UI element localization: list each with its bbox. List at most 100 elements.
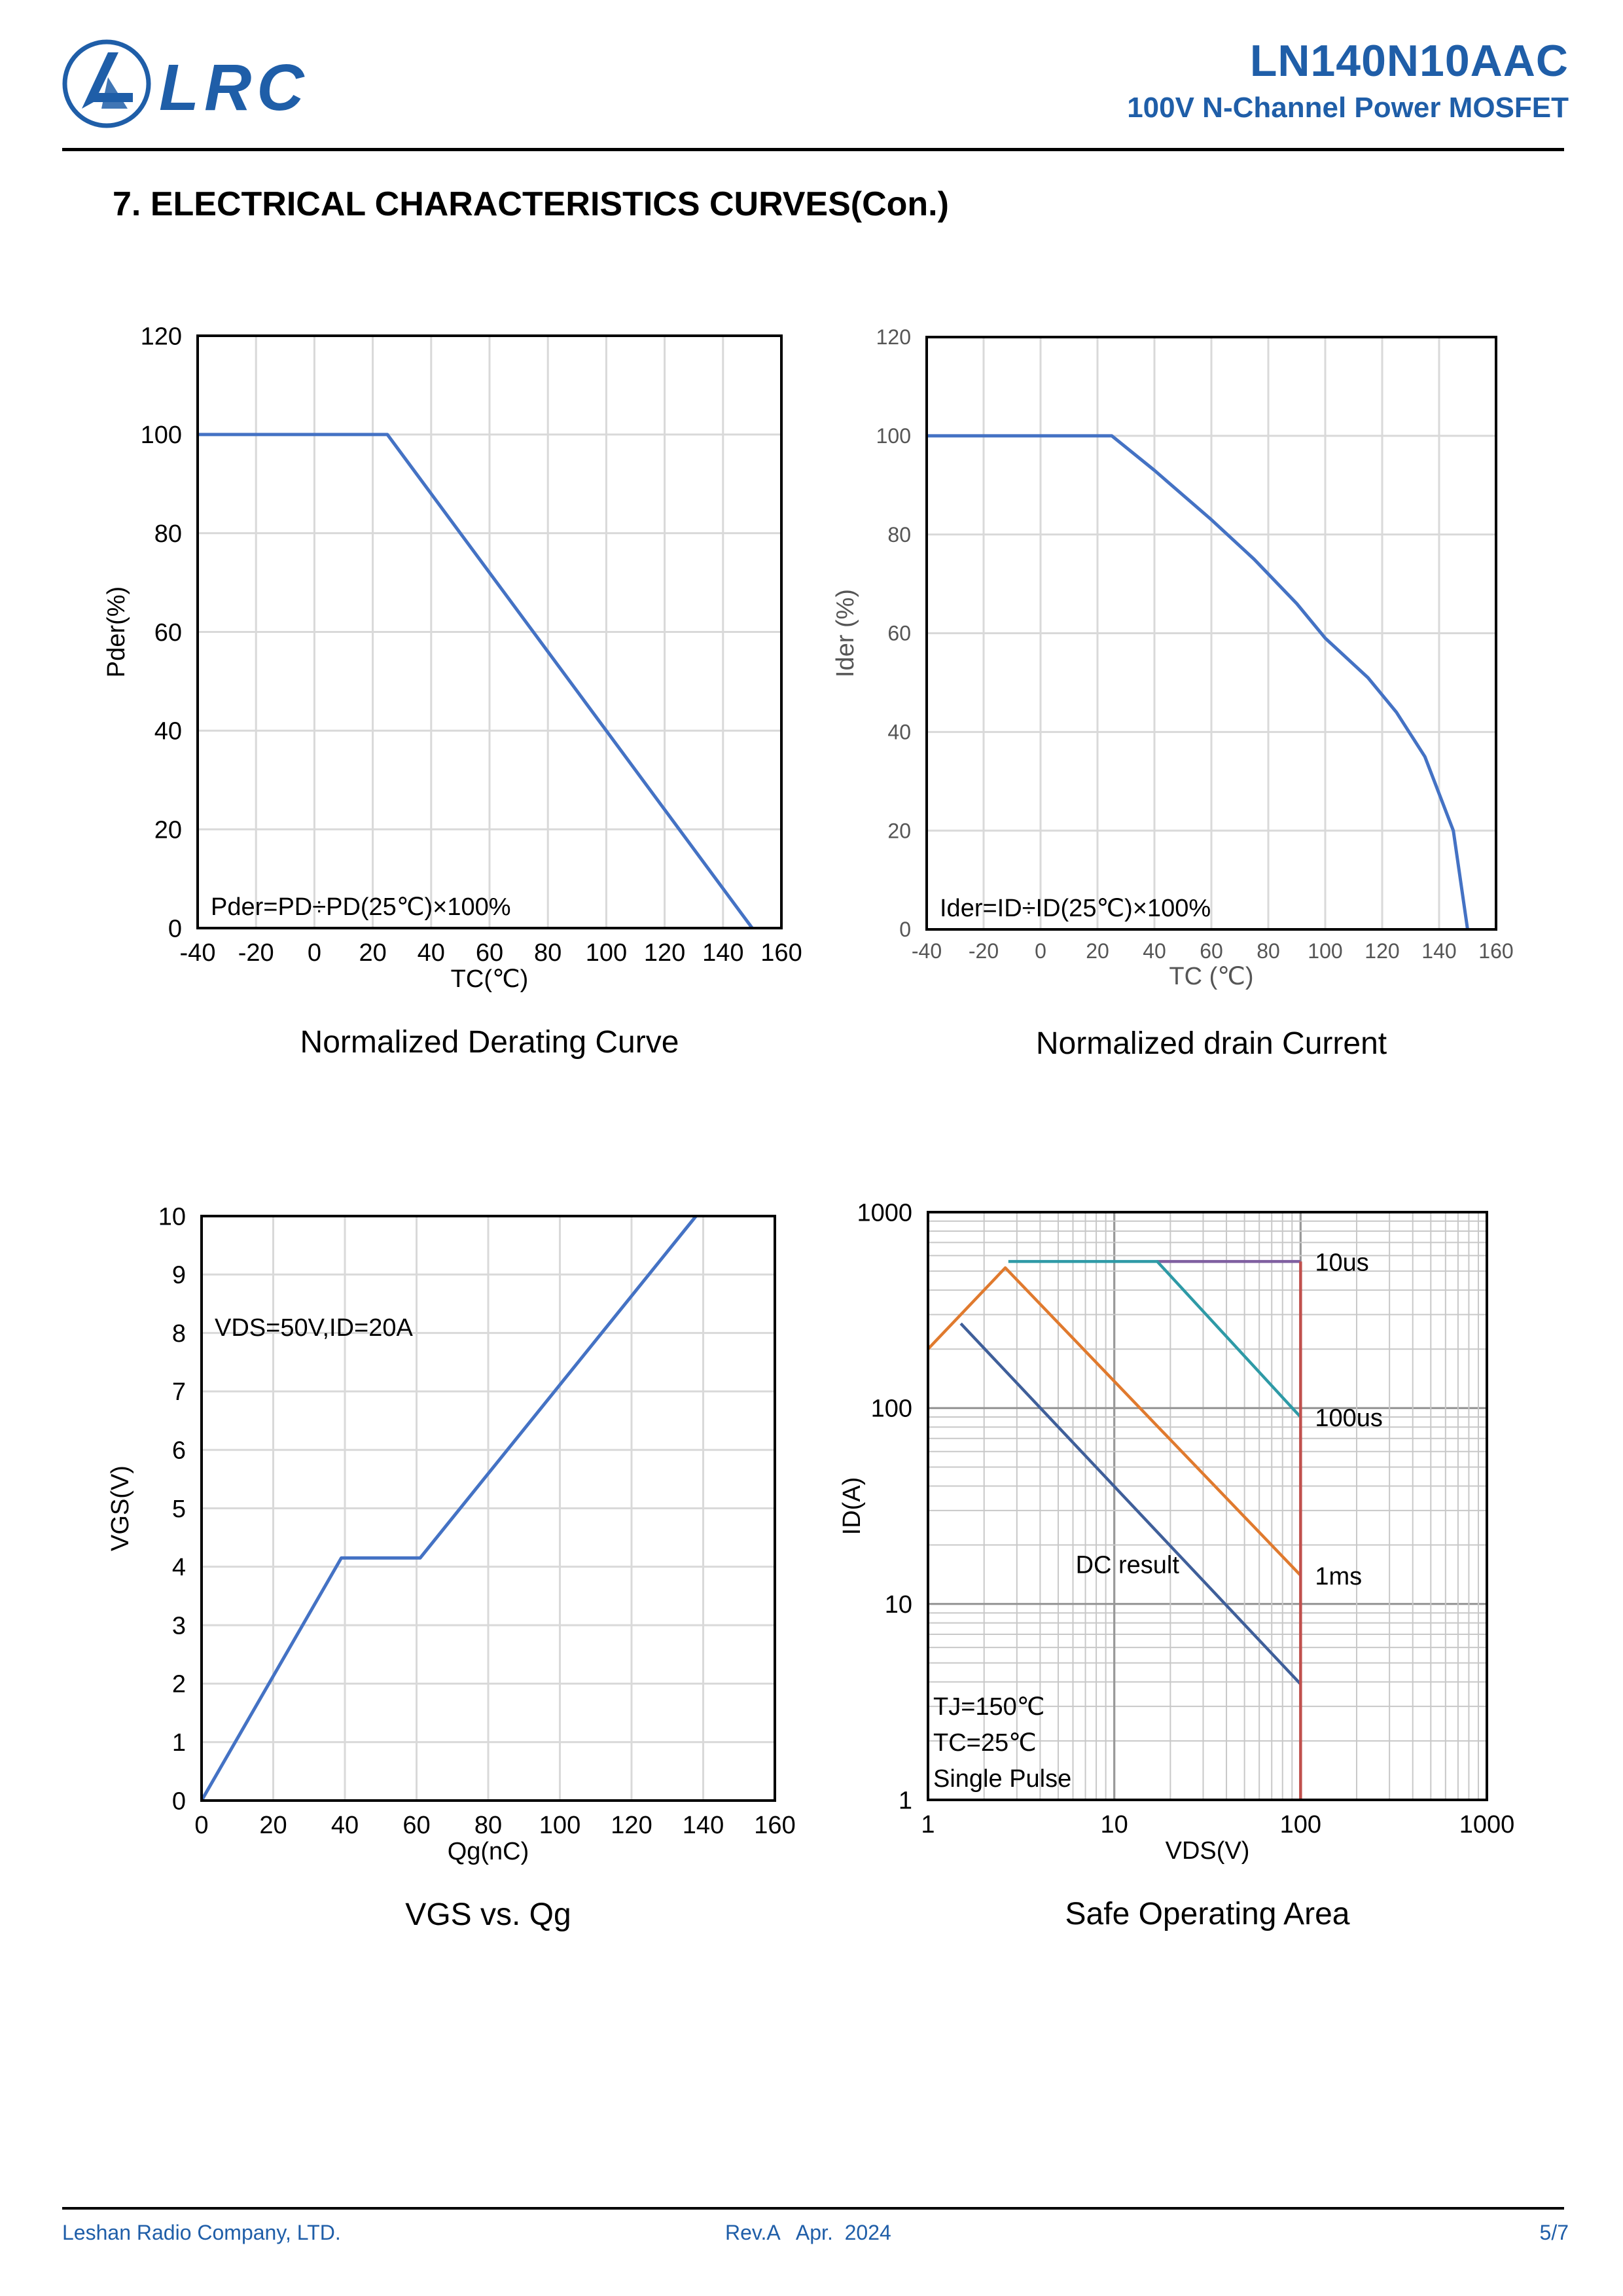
x-tick-label: 40 <box>331 1812 359 1839</box>
y-tick-label: 3 <box>172 1612 186 1640</box>
y-tick-label: 4 <box>172 1554 186 1581</box>
x-axis-label: VDS(V) <box>1166 1837 1250 1865</box>
footer-divider <box>62 2207 1564 2210</box>
chart-normalized-derating: -40 -20 0 20 40 60 80 100 120 140 160 0 20 40 60 80 100 1… <box>103 323 802 1060</box>
chart-annotation: TJ=150℃ <box>933 1693 1044 1721</box>
chart-title: Safe Operating Area <box>1065 1897 1350 1931</box>
plot-frame <box>927 1211 1488 1801</box>
x-tick-label: 20 <box>259 1812 287 1839</box>
x-tick-label: 160 <box>1478 939 1513 963</box>
series-line <box>198 433 754 929</box>
x-tick-label: 20 <box>359 939 386 967</box>
svg-text:LRC: LRC <box>159 51 310 124</box>
y-tick-label: 40 <box>154 718 182 745</box>
x-tick-label: 100 <box>1308 939 1342 963</box>
y-tick-label: 7 <box>172 1378 186 1406</box>
x-tick-label: 60 <box>476 939 503 967</box>
footer-revision: Rev.A Apr. 2024 <box>725 2221 891 2244</box>
x-tick-label: -40 <box>180 939 216 967</box>
series-line-dc-result <box>959 1322 1302 1685</box>
x-axis-label: Qg(nC) <box>448 1838 529 1865</box>
series-line-1ms <box>927 1266 1302 1577</box>
plot-frame <box>200 1215 776 1802</box>
footer-company: Leshan Radio Company, LTD. <box>62 2221 341 2244</box>
x-tick-label: 140 <box>1421 939 1456 963</box>
x-tick-label: 100 <box>539 1812 580 1839</box>
y-tick-label: 20 <box>887 819 911 842</box>
y-tick-label: 9 <box>172 1262 186 1289</box>
y-tick-label: 80 <box>154 520 182 548</box>
x-tick-label: 80 <box>534 939 562 967</box>
x-axis-label: TC (℃) <box>1169 963 1253 990</box>
x-tick-label: 160 <box>754 1812 795 1839</box>
x-tick-label: 140 <box>702 939 743 967</box>
y-tick-label: 1 <box>172 1729 186 1757</box>
logo-mark-icon: LRC <box>62 39 310 128</box>
x-axis-label: TC(℃) <box>451 965 529 993</box>
y-tick-label: 100 <box>141 422 182 449</box>
y-tick-label: 120 <box>876 325 911 349</box>
y-tick-label: 20 <box>154 816 182 844</box>
y-tick-label: 8 <box>172 1320 186 1348</box>
y-tick-label: 40 <box>887 721 911 744</box>
chart-annotation: VDS=50V,ID=20A <box>215 1314 413 1342</box>
y-tick-label: 10 <box>158 1203 186 1230</box>
x-tick-label: 0 <box>308 939 321 967</box>
plot-frame <box>196 334 783 929</box>
series-line-100us <box>1008 1260 1302 1418</box>
x-tick-label: 0 <box>1035 939 1046 963</box>
x-tick-label: 80 <box>1257 939 1280 963</box>
y-tick-label: 100 <box>876 424 911 448</box>
x-tick-label: 100 <box>586 939 627 967</box>
x-tick-label: 60 <box>1200 939 1223 963</box>
y-axis-label: Pder(%) <box>103 586 130 677</box>
chart-title: Normalized Derating Curve <box>300 1025 679 1060</box>
x-tick-label: -20 <box>969 939 999 963</box>
chart-annotation: Pder=PD÷PD(25℃)×100% <box>211 893 511 921</box>
y-tick-label: 1 <box>899 1787 912 1814</box>
plot-frame <box>925 336 1497 931</box>
y-tick-label: 100 <box>871 1395 912 1423</box>
x-tick-label: 120 <box>1364 939 1399 963</box>
x-tick-label: 120 <box>611 1812 652 1839</box>
y-axis-label: Ider (%) <box>832 589 859 677</box>
y-tick-label: 0 <box>172 1787 186 1815</box>
header-divider <box>62 148 1564 151</box>
series-line <box>200 1215 698 1802</box>
y-tick-label: 5 <box>172 1496 186 1523</box>
y-tick-label: 0 <box>899 918 911 941</box>
x-tick-label: 0 <box>194 1812 208 1839</box>
x-tick-label: 80 <box>474 1812 502 1839</box>
footer-page-number: 5/7 <box>1539 2221 1569 2244</box>
x-tick-label: 10 <box>1101 1811 1128 1839</box>
x-tick-label: 160 <box>760 939 802 967</box>
chart-title: Normalized drain Current <box>1036 1026 1387 1061</box>
chart-annotation: Ider=ID÷ID(25℃)×100% <box>940 895 1211 922</box>
y-tick-label: 0 <box>168 915 182 942</box>
x-tick-label: 140 <box>683 1812 724 1839</box>
series-label: 1ms <box>1315 1563 1362 1590</box>
x-tick-label: 40 <box>418 939 445 967</box>
series-line <box>927 434 1469 930</box>
chart-annotation: TC=25℃ <box>933 1729 1037 1757</box>
y-tick-label: 6 <box>172 1437 186 1465</box>
x-tick-label: 1 <box>921 1811 935 1839</box>
chart-vgs-vs-qg: 0 20 40 60 80 100 120 140 160 0 1 2 3 4 5 6 7 8 9 10 Qg(nC) V… <box>107 1203 796 1932</box>
y-axis-label: ID(A) <box>838 1477 866 1535</box>
part-number: LN140N10AAC <box>1249 36 1569 86</box>
x-tick-label: 120 <box>644 939 685 967</box>
company-logo: LRC <box>62 38 324 136</box>
y-axis-label: VGS(V) <box>107 1465 134 1551</box>
series-label: 100us <box>1315 1405 1383 1432</box>
section-title: 7. ELECTRICAL CHARACTERISTICS CURVES(Con… <box>113 185 949 223</box>
y-tick-label: 10 <box>885 1591 912 1619</box>
x-tick-label: -40 <box>912 939 942 963</box>
chart-title: VGS vs. Qg <box>405 1897 571 1932</box>
x-tick-label: 40 <box>1143 939 1166 963</box>
x-tick-label: -20 <box>238 939 274 967</box>
y-tick-label: 60 <box>154 619 182 647</box>
chart-annotation: Single Pulse <box>933 1765 1071 1793</box>
chart-safe-operating-area: 1 10 100 1000 1 10 100 1000 VDS(V) ID(A) Safe Oper… <box>838 1199 1514 1931</box>
x-tick-label: 60 <box>402 1812 430 1839</box>
y-tick-label: 120 <box>141 323 182 350</box>
